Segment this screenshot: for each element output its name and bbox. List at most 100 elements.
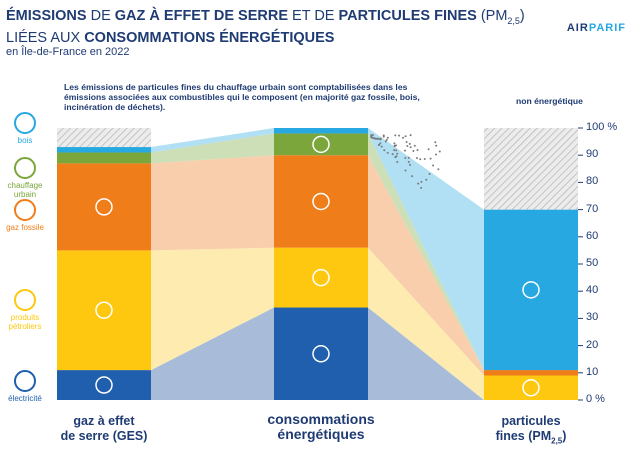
bar-segment-produits_petroliers	[57, 250, 151, 370]
legend-item-chauffage_urbain: chauffage urbain	[2, 157, 48, 199]
particle-dot	[410, 146, 412, 148]
particle-dot	[410, 134, 412, 136]
particle-dot	[393, 142, 395, 144]
particle-dot	[412, 150, 414, 152]
particle-dot	[378, 144, 380, 146]
particle-dot	[395, 149, 397, 151]
particle-dot	[394, 134, 396, 136]
oil-drop-icon	[14, 289, 36, 311]
particle-dot	[434, 141, 436, 143]
particle-dot	[378, 138, 380, 140]
particle-dot	[405, 169, 407, 171]
bar-segment-bois	[57, 147, 151, 152]
particle-dot	[404, 150, 406, 152]
particle-dot	[408, 161, 410, 163]
y-tick-label: 10	[586, 366, 598, 378]
particle-dot	[398, 135, 400, 137]
bar-segment-produits_petroliers	[274, 248, 368, 308]
legend-item-bois: bois	[2, 112, 48, 145]
particle-dot	[435, 145, 437, 147]
particle-dot	[404, 157, 406, 159]
particle-dot	[408, 157, 410, 159]
bar-segment-chauffage_urbain	[57, 152, 151, 163]
particle-dot	[409, 143, 411, 145]
y-tick-label: 30	[586, 311, 598, 323]
particle-dot	[425, 179, 427, 181]
y-tick-label: 90	[586, 148, 598, 160]
bar-segment-gaz_fossile	[484, 370, 578, 375]
particle-dot	[435, 153, 437, 155]
flow-band-gaz_fossile	[151, 155, 274, 250]
y-tick-label: 100 %	[586, 121, 617, 133]
bar-segment-bois	[484, 210, 578, 370]
fire-icon	[14, 112, 36, 134]
particle-dot	[419, 158, 421, 160]
particle-dot	[437, 168, 439, 170]
y-tick-label: 40	[586, 284, 598, 296]
particle-dot	[420, 187, 422, 189]
y-axis	[578, 128, 583, 400]
bars	[57, 128, 578, 400]
particle-dot	[387, 152, 389, 154]
particle-dot	[395, 155, 397, 157]
y-tick-label: 0 %	[586, 393, 605, 405]
bar-segment-non_energetique	[57, 128, 151, 147]
particle-dot	[409, 164, 411, 166]
particle-dot	[439, 151, 441, 153]
particle-dot	[396, 161, 398, 163]
legend-label: produits pétroliers	[9, 313, 42, 331]
particle-dot	[411, 175, 413, 177]
particle-dot	[379, 142, 381, 144]
y-tick-label: 70	[586, 203, 598, 215]
particle-dot	[375, 138, 377, 140]
particle-dot	[414, 145, 416, 147]
legend-item-produits_petroliers: produits pétroliers	[2, 289, 48, 331]
category-label: gaz à effet de serre (GES)	[44, 414, 164, 444]
particle-dot	[380, 138, 382, 140]
particle-dot	[402, 137, 404, 139]
particle-dot	[394, 145, 396, 147]
bar-segment-bois	[274, 128, 368, 133]
particle-dot	[424, 158, 426, 160]
y-tick-label: 60	[586, 230, 598, 242]
legend-label: électricité	[8, 394, 42, 403]
flame-icon	[14, 199, 36, 221]
particle-dot	[383, 136, 385, 138]
y-tick-label: 80	[586, 175, 598, 187]
legend-label: bois	[18, 136, 33, 145]
particle-dot	[429, 173, 431, 175]
bar-segment-gaz_fossile	[274, 155, 368, 247]
bar-segment-electricite	[57, 370, 151, 400]
category-label: consommations énergétiques	[261, 412, 381, 442]
particle-dot	[416, 157, 418, 159]
bar-segment-non_energetique	[484, 128, 578, 210]
particle-dot	[372, 134, 374, 136]
legend-label: gaz fossile	[6, 223, 44, 232]
particle-dot	[381, 146, 383, 148]
particle-dot	[416, 149, 418, 151]
legend-item-gaz_fossile: gaz fossile	[2, 199, 48, 232]
particle-dot	[430, 158, 432, 160]
radiator-icon	[14, 157, 36, 179]
annotation-note: Les émissions de particules fines du cha…	[64, 82, 424, 112]
particle-dot	[406, 145, 408, 147]
particle-dot	[420, 181, 422, 183]
particle-dot	[396, 153, 398, 155]
particle-dot	[406, 141, 408, 143]
legend-item-electricite: électricité	[2, 370, 48, 403]
lightning-icon	[14, 370, 36, 392]
particle-dot	[428, 148, 430, 150]
particle-dot	[385, 141, 387, 143]
particle-dot	[392, 153, 394, 155]
y-tick-label: 50	[586, 257, 598, 269]
particle-dot	[432, 164, 434, 166]
particle-dot	[387, 137, 389, 139]
particle-dot	[393, 149, 395, 151]
particle-dot	[386, 139, 388, 141]
bar-segment-gaz_fossile	[57, 163, 151, 250]
bar-segment-electricite	[274, 308, 368, 400]
particle-dot	[417, 183, 419, 185]
particle-dot	[372, 137, 374, 139]
annotation-non-energetic: non énergétique	[516, 96, 583, 106]
